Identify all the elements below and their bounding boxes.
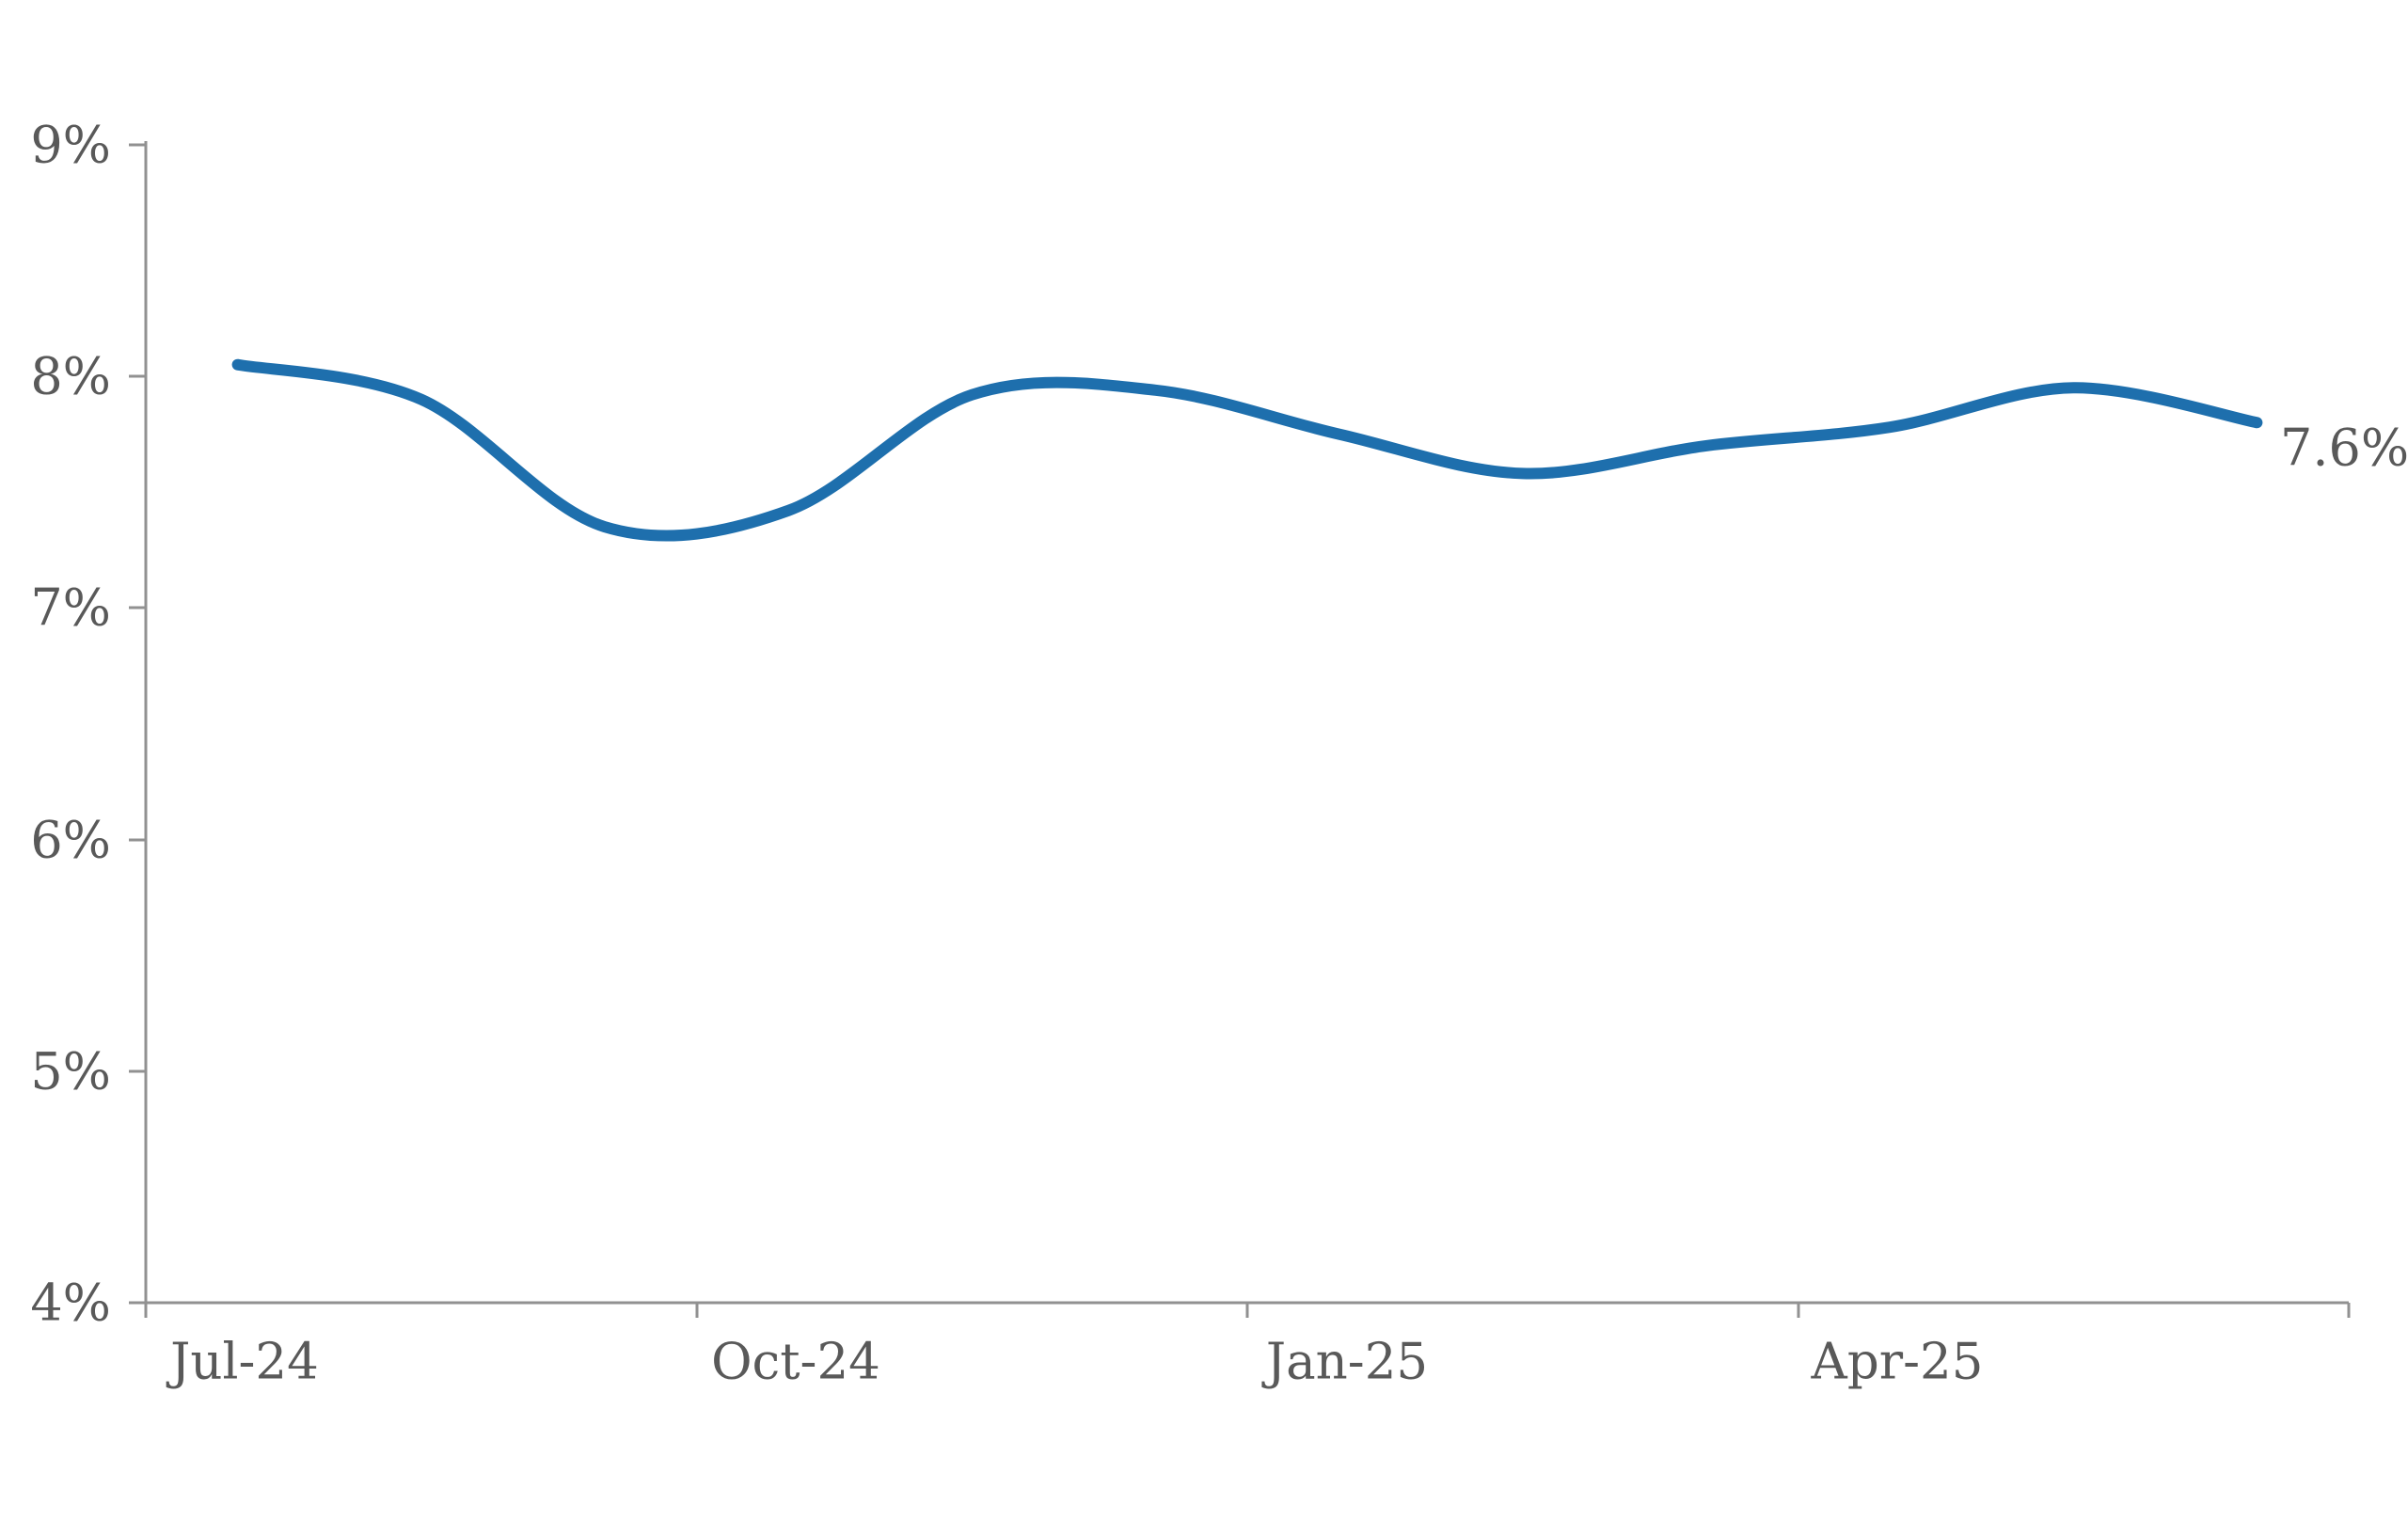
end-value-label: 7.6% xyxy=(2280,419,2408,478)
x-tick-label: Oct-24 xyxy=(711,1334,880,1391)
x-tick-label: Apr-25 xyxy=(1811,1334,1984,1391)
y-tick-label: 5% xyxy=(30,1042,111,1101)
x-tick-label: Jul-24 xyxy=(166,1334,319,1391)
y-tick-label: 4% xyxy=(30,1274,111,1333)
y-tick-label: 7% xyxy=(30,578,111,638)
y-tick-label: 6% xyxy=(30,811,111,870)
x-axis: Jul-24 Oct-24 Jan-25 Apr-25 xyxy=(144,1301,2351,1391)
series-line xyxy=(231,358,2263,542)
x-tick-label: Jan-25 xyxy=(1261,1334,1428,1391)
y-axis: 9% 8% 7% 6% 5% 4% xyxy=(30,116,148,1333)
y-tick-label: 8% xyxy=(30,347,111,406)
y-tick-label: 9% xyxy=(30,116,111,175)
